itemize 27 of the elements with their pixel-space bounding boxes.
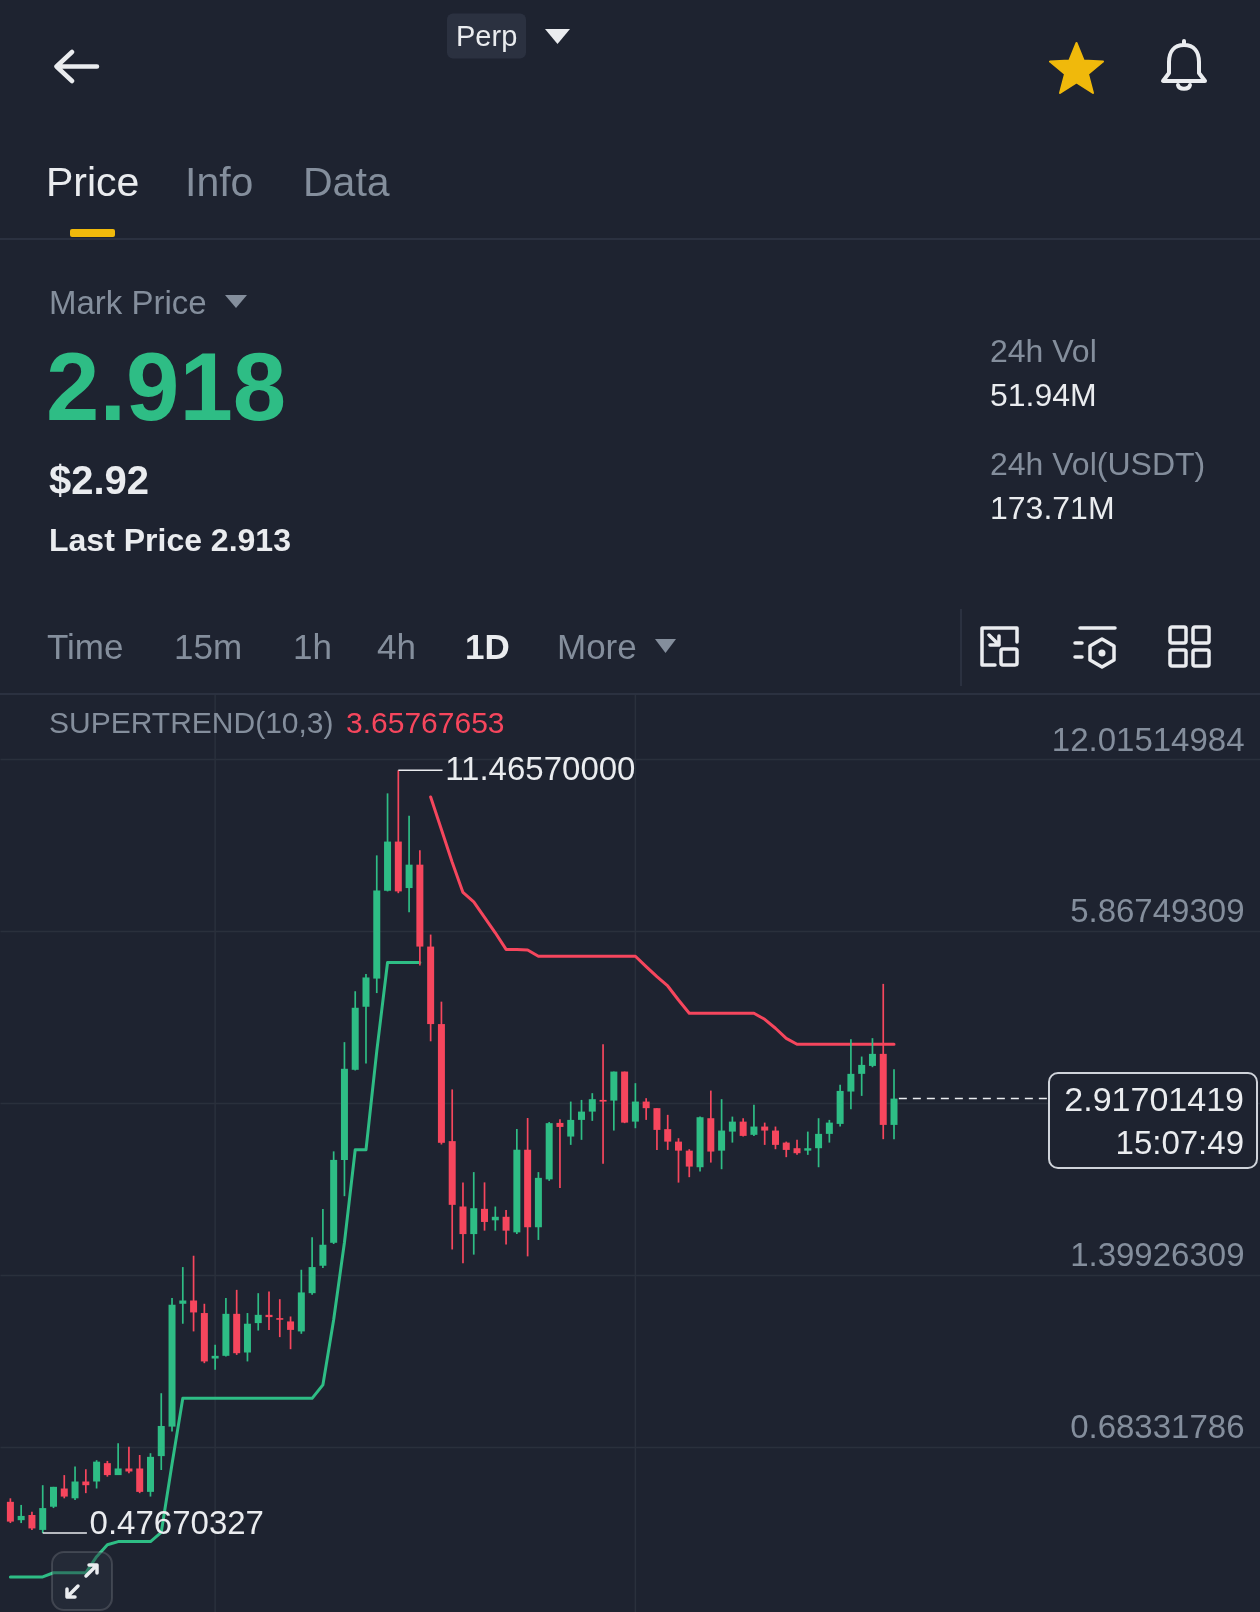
- text: Last Price 2.913: [49, 522, 291, 558]
- y-tick-label: 12.01514984: [1051, 720, 1245, 758]
- text: Info: [185, 158, 254, 205]
- text: Price: [46, 158, 140, 205]
- text: 24h Vol: [990, 333, 1097, 369]
- y-tick-label: 5.86749309: [1070, 892, 1245, 930]
- ref-line-label: 2.91701419: [1064, 1079, 1244, 1118]
- text: $2.92: [49, 458, 150, 502]
- text: Time: [47, 626, 124, 666]
- y-tick-label: 1.39926309: [1070, 1236, 1245, 1274]
- text: 1D: [465, 626, 510, 666]
- annotation: SUPERTREND(10,3): [49, 706, 334, 739]
- annotation: 11.46570000: [445, 750, 636, 788]
- y-tick-label: 0.68331786: [1070, 1408, 1245, 1446]
- annotation: 3.65767653: [346, 706, 505, 739]
- text: 4h: [377, 626, 416, 666]
- text: 15m: [174, 626, 243, 666]
- text: More: [557, 626, 637, 666]
- text: 173.71M: [990, 490, 1115, 526]
- annotation: 15:07:49: [1115, 1123, 1244, 1161]
- text: Perp: [447, 13, 527, 59]
- text: 51.94M: [990, 377, 1097, 413]
- text: 24h Vol(USDT): [990, 446, 1206, 482]
- text: 1h: [293, 626, 332, 666]
- text: 2.918: [46, 333, 287, 440]
- text: Mark Price: [49, 283, 207, 321]
- text: Data: [303, 158, 390, 205]
